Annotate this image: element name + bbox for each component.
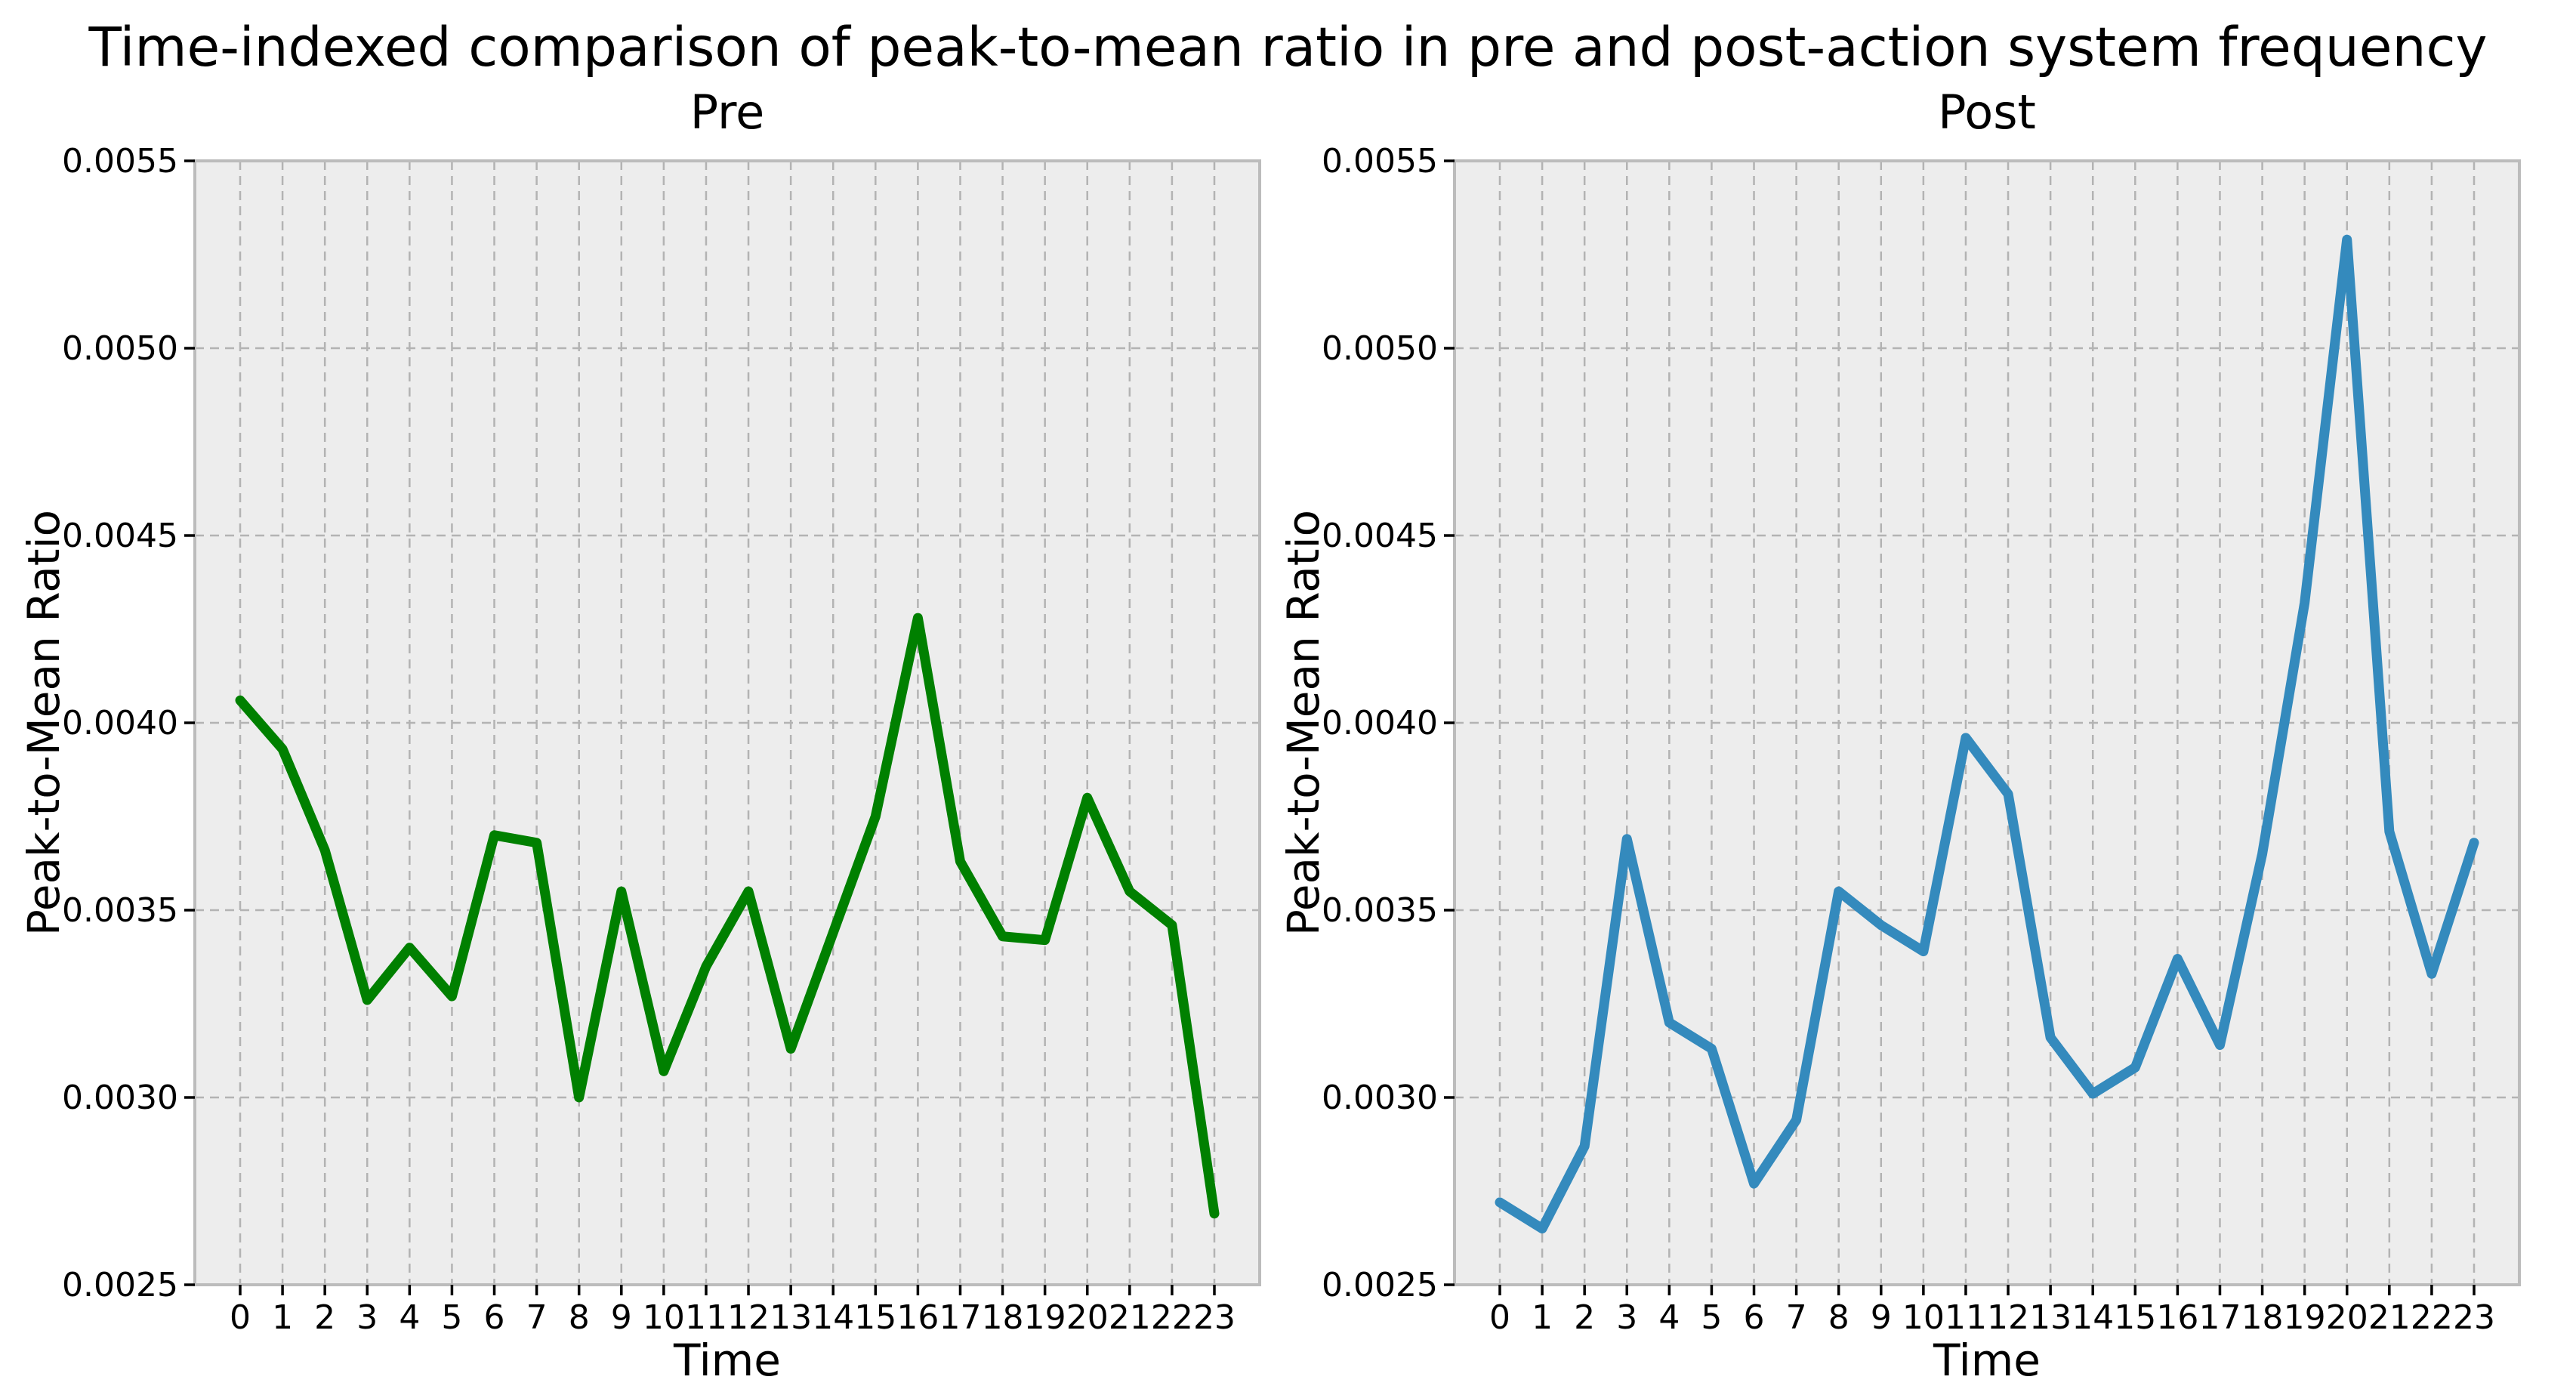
y-tick-label: 0.0025 — [1322, 1266, 1438, 1304]
figure-title: Time-indexed comparison of peak-to-mean … — [88, 16, 2488, 79]
y-tick-label: 0.0045 — [62, 517, 178, 555]
post-y-axis-label-text: Peak-to-Mean Ratio — [1278, 509, 1330, 937]
x-tick-label: 9 — [1871, 1298, 1892, 1337]
x-tick-label: 4 — [399, 1298, 420, 1337]
x-tick-label: 20 — [2326, 1298, 2368, 1337]
x-tick-label: 9 — [611, 1298, 632, 1337]
x-tick-label: 18 — [2241, 1298, 2284, 1337]
x-tick-label: 16 — [896, 1298, 939, 1337]
y-tick-label: 0.0055 — [1322, 142, 1438, 181]
y-tick-label: 0.0035 — [62, 891, 178, 930]
y-tick-label: 0.0030 — [1322, 1079, 1438, 1117]
pre-y-axis-label: Peak-to-Mean Ratio — [14, 161, 74, 1285]
x-tick-label: 7 — [1786, 1298, 1807, 1337]
post-y-axis-label: Peak-to-Mean Ratio — [1273, 161, 1334, 1285]
x-tick-label: 8 — [569, 1298, 590, 1337]
pre-data-line — [235, 613, 1220, 1219]
pre-y-axis-label-text: Peak-to-Mean Ratio — [18, 509, 70, 937]
pre-chart-canvas: 0 1 2 3 4 5 6 7 8 9 10 11 12 13 14 15 16 17 18 19 20 21 22 230.… — [62, 142, 1261, 1337]
x-tick-label: 6 — [484, 1298, 505, 1337]
x-tick-label: 18 — [982, 1298, 1024, 1337]
x-tick-label: 22 — [2411, 1298, 2453, 1337]
x-tick-label: 5 — [1701, 1298, 1722, 1337]
x-tick-label: 2 — [314, 1298, 335, 1337]
x-tick-label: 1 — [1532, 1298, 1553, 1337]
pre-subplot-title: Pre — [690, 85, 765, 140]
x-tick-label: 4 — [1658, 1298, 1680, 1337]
y-tick-label: 0.0050 — [62, 329, 178, 368]
x-tick-label: 20 — [1066, 1298, 1109, 1337]
x-tick-label: 11 — [685, 1298, 727, 1337]
post-data-line — [1495, 234, 2479, 1234]
y-tick-label: 0.0025 — [62, 1266, 178, 1304]
y-tick-label: 0.0035 — [1322, 891, 1438, 930]
x-tick-label: 6 — [1744, 1298, 1765, 1337]
x-tick-label: 3 — [356, 1298, 378, 1337]
y-tick-label: 0.0055 — [62, 142, 178, 181]
y-tick-label: 0.0050 — [1322, 329, 1438, 368]
y-tick-label: 0.0045 — [1322, 517, 1438, 555]
x-tick-label: 1 — [272, 1298, 293, 1337]
x-tick-label: 21 — [2368, 1298, 2411, 1337]
x-tick-label: 22 — [1151, 1298, 1193, 1337]
x-tick-label: 12 — [727, 1298, 770, 1337]
x-tick-label: 16 — [2156, 1298, 2198, 1337]
x-tick-label: 23 — [2453, 1298, 2495, 1337]
x-tick-label: 13 — [770, 1298, 812, 1337]
x-tick-label: 19 — [2284, 1298, 2326, 1337]
x-tick-label: 11 — [1945, 1298, 1987, 1337]
x-tick-label: 7 — [526, 1298, 548, 1337]
post-x-axis-label: Time — [1933, 1335, 2041, 1386]
x-tick-label: 0 — [230, 1298, 251, 1337]
pre-x-axis-label: Time — [674, 1335, 781, 1386]
x-tick-label: 23 — [1193, 1298, 1236, 1337]
x-tick-label: 10 — [643, 1298, 685, 1337]
post-subplot-title: Post — [1938, 85, 2036, 140]
x-tick-label: 2 — [1574, 1298, 1595, 1337]
x-tick-label: 14 — [812, 1298, 854, 1337]
y-tick-label: 0.0040 — [1322, 704, 1438, 742]
x-tick-label: 12 — [1987, 1298, 2029, 1337]
x-tick-label: 17 — [2198, 1298, 2241, 1337]
x-tick-label: 5 — [441, 1298, 462, 1337]
x-tick-label: 3 — [1616, 1298, 1637, 1337]
x-tick-label: 13 — [2029, 1298, 2072, 1337]
x-tick-label: 15 — [2114, 1298, 2156, 1337]
x-tick-label: 15 — [854, 1298, 896, 1337]
x-tick-label: 21 — [1109, 1298, 1151, 1337]
x-tick-label: 19 — [1024, 1298, 1066, 1337]
x-tick-label: 17 — [939, 1298, 981, 1337]
x-tick-label: 0 — [1489, 1298, 1510, 1337]
y-tick-label: 0.0040 — [62, 704, 178, 742]
post-chart-canvas: 0 1 2 3 4 5 6 7 8 9 10 11 12 13 14 15 16 17 18 19 20 21 22 230.… — [1322, 142, 2521, 1337]
y-tick-label: 0.0030 — [62, 1079, 178, 1117]
x-tick-label: 8 — [1828, 1298, 1849, 1337]
x-tick-label: 14 — [2072, 1298, 2114, 1337]
x-tick-label: 10 — [1902, 1298, 1945, 1337]
